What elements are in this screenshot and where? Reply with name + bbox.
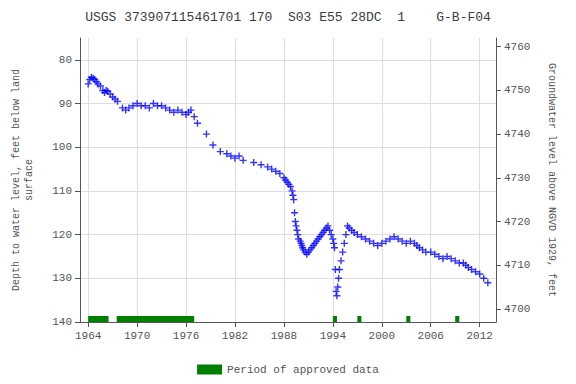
svg-text:80: 80	[59, 54, 72, 66]
svg-text:1988: 1988	[271, 330, 297, 342]
svg-text:90: 90	[59, 98, 72, 110]
svg-text:4730: 4730	[504, 172, 530, 184]
svg-text:4760: 4760	[504, 41, 530, 53]
svg-text:USGS 373907115461701 170 S03: USGS 373907115461701 170 S03 E55 28DC 1 …	[85, 10, 491, 25]
svg-text:110: 110	[52, 185, 72, 197]
svg-text:2012: 2012	[466, 330, 492, 342]
svg-text:1994: 1994	[320, 330, 347, 342]
svg-text:1982: 1982	[222, 330, 248, 342]
svg-text:130: 130	[52, 272, 72, 284]
svg-text:2000: 2000	[369, 330, 395, 342]
svg-text:4740: 4740	[504, 128, 530, 140]
svg-text:120: 120	[52, 229, 72, 241]
svg-text:Groundwater level above NGVD 1: Groundwater level above NGVD 1929, feet	[546, 63, 557, 297]
svg-text:2006: 2006	[418, 330, 444, 342]
svg-text:surface: surface	[24, 159, 35, 201]
svg-text:100: 100	[52, 141, 72, 153]
svg-text:1976: 1976	[173, 330, 199, 342]
svg-text:1964: 1964	[75, 330, 102, 342]
svg-text:4720: 4720	[504, 216, 530, 228]
svg-text:140: 140	[52, 316, 72, 328]
svg-text:Period of approved data: Period of approved data	[227, 364, 379, 376]
svg-text:4710: 4710	[504, 259, 530, 271]
svg-text:1970: 1970	[124, 330, 150, 342]
svg-text:4750: 4750	[504, 84, 530, 96]
svg-text:Depth to water level, feet bel: Depth to water level, feet below land	[11, 69, 22, 291]
svg-text:4700: 4700	[504, 303, 530, 315]
